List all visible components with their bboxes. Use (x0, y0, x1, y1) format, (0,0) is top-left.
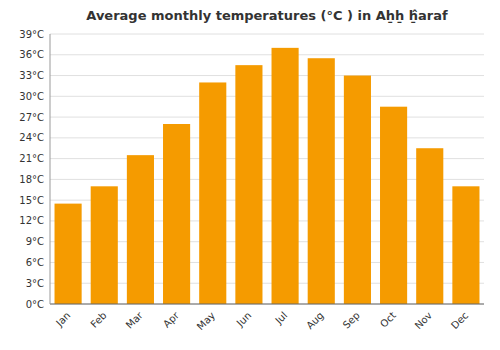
bar (91, 186, 118, 304)
y-tick-label: 39°C (19, 29, 44, 40)
y-tick-label: 24°C (19, 132, 44, 143)
grid-line (50, 54, 484, 55)
x-tick-label: Oct (378, 310, 398, 330)
x-axis-line (50, 304, 484, 305)
x-tick-label: Nov (413, 310, 435, 332)
bar (272, 48, 299, 304)
bar (199, 82, 226, 304)
y-tick-label: 30°C (19, 91, 44, 102)
y-axis: 0°C 3°C 6°C 9°C 12°C 15°C 18°C 21°C 24°C 27°C 30°C… (19, 29, 44, 310)
x-tick-label: Aug (304, 310, 326, 332)
grid-line (50, 96, 484, 97)
bar (344, 76, 371, 304)
chart-container: Average monthly temperatures (°C ) in Aẖ… (0, 0, 500, 350)
x-tick-label: Mar (124, 309, 146, 331)
grid-line (50, 137, 484, 138)
y-tick-label: 18°C (19, 174, 44, 185)
x-tick-label: Sep (341, 310, 362, 331)
bar (235, 65, 262, 304)
grid-line (50, 117, 484, 118)
x-tick-label: May (195, 310, 217, 332)
y-tick-label: 6°C (26, 257, 44, 268)
y-tick-label: 12°C (19, 215, 44, 226)
x-tick-label: Jan (53, 310, 72, 329)
y-axis-line (50, 34, 51, 304)
x-axis: Jan Feb Mar Apr May Jun Jul Aug Sep Oct Nov Dec (53, 309, 470, 332)
y-tick-label: 21°C (19, 153, 44, 164)
bar (380, 107, 407, 304)
y-tick-label: 9°C (26, 236, 44, 247)
x-tick-label: Jul (272, 310, 289, 327)
chart: Average monthly temperatures (°C ) in Aẖ… (0, 0, 500, 350)
grid (50, 34, 484, 304)
x-tick-label: Jun (234, 310, 254, 330)
y-tick-label: 0°C (26, 299, 44, 310)
x-tick-label: Apr (161, 309, 182, 330)
x-tick-label: Feb (88, 310, 108, 330)
y-tick-label: 3°C (26, 278, 44, 289)
bar (452, 186, 479, 304)
title: Average monthly temperatures (°C ) in Aẖ… (86, 8, 448, 23)
x-tick-label: Dec (449, 310, 470, 331)
bar (55, 204, 82, 304)
bar (308, 58, 335, 304)
bar (163, 124, 190, 304)
bar (127, 155, 154, 304)
grid-line (50, 34, 484, 35)
bars (55, 48, 480, 304)
y-tick-label: 33°C (19, 70, 44, 81)
bar (416, 148, 443, 304)
y-tick-label: 27°C (19, 112, 44, 123)
y-tick-label: 15°C (19, 195, 44, 206)
grid-line (50, 75, 484, 76)
y-tick-label: 36°C (19, 49, 44, 60)
grid-line (50, 304, 484, 305)
